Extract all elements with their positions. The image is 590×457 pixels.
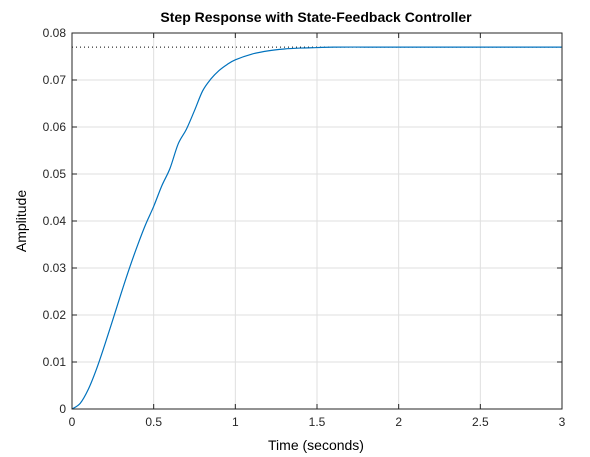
x-tick-label: 1: [232, 415, 239, 429]
y-axis-label: Amplitude: [13, 190, 29, 252]
series-layer: [71, 46, 562, 410]
x-tick-label: 3: [559, 415, 566, 429]
x-tick-label: 0: [69, 415, 76, 429]
x-tick-label: 0.5: [145, 415, 162, 429]
x-axis-label: Time (seconds): [268, 437, 364, 453]
x-tick-label: 1.5: [309, 415, 326, 429]
chart-title: Step Response with State-Feedback Contro…: [160, 9, 472, 25]
y-tick-label: 0.01: [43, 355, 67, 369]
y-tick-label: 0.07: [43, 73, 67, 87]
y-tick-label: 0.03: [43, 261, 67, 275]
y-tick-label: 0.04: [43, 214, 67, 228]
y-tick-label: 0.02: [43, 308, 67, 322]
x-tick-label: 2: [395, 415, 402, 429]
y-tick-label: 0.08: [43, 26, 67, 40]
grid-lines: [71, 32, 563, 410]
step-response-line: [71, 46, 562, 410]
x-tick-label: 2.5: [472, 415, 489, 429]
tick-marks: [71, 32, 563, 410]
y-tick-label: 0: [59, 402, 66, 416]
y-tick-label: 0.05: [43, 167, 67, 181]
y-tick-label: 0.06: [43, 120, 67, 134]
tick-labels: 0 0.5 1 1.5 2 2.5 3 0 0.01 0.02 0.03 0.04 0.05 0.06 0.…: [43, 26, 566, 429]
